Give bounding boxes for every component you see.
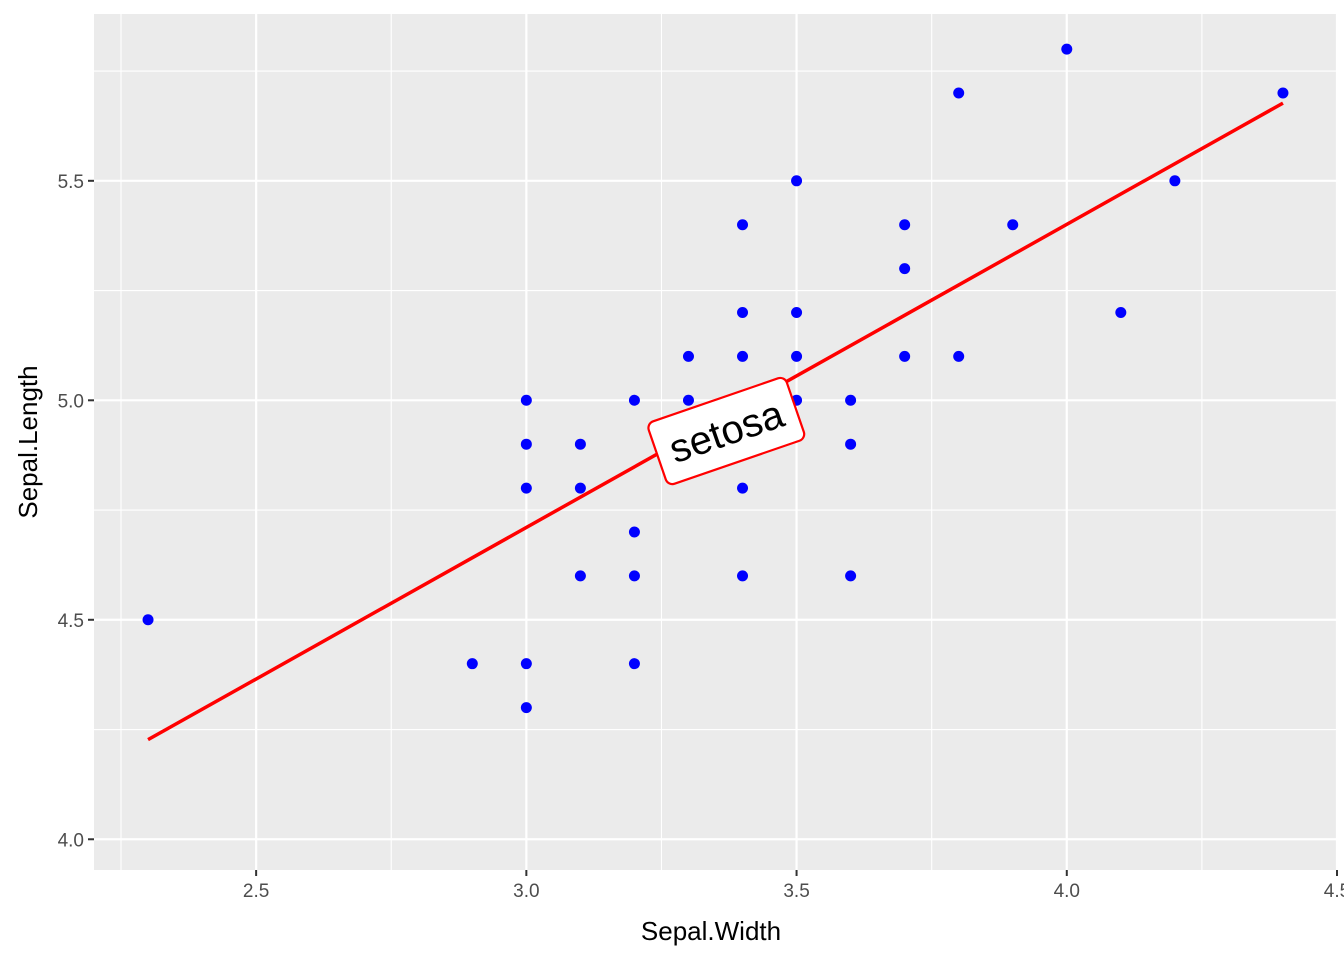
data-point (466, 658, 478, 670)
x-tick-label: 2.5 (243, 881, 269, 902)
data-point (520, 438, 532, 450)
data-point (953, 350, 965, 362)
data-point (1277, 87, 1289, 99)
x-axis-title: Sepal.Width (641, 916, 781, 946)
data-point (1115, 307, 1127, 319)
data-point (520, 394, 532, 406)
data-point (1169, 175, 1181, 187)
x-tick-label: 4.5 (1324, 881, 1344, 902)
data-point (899, 219, 911, 231)
data-point (1061, 43, 1073, 55)
data-point (520, 482, 532, 494)
y-tick-label: 5.5 (58, 172, 84, 193)
y-tick-label: 4.0 (58, 830, 84, 851)
data-point (520, 702, 532, 714)
data-point (791, 175, 803, 187)
data-point (574, 570, 586, 582)
data-point (845, 438, 857, 450)
data-point (682, 350, 694, 362)
data-point (845, 570, 857, 582)
data-point (142, 614, 154, 626)
x-tick-label: 3.5 (783, 881, 809, 902)
data-point (737, 350, 749, 362)
x-tick-label: 4.0 (1054, 881, 1080, 902)
data-point (953, 87, 965, 99)
data-point (791, 350, 803, 362)
data-point (899, 350, 911, 362)
data-point (628, 658, 640, 670)
data-point (628, 526, 640, 538)
data-point (791, 307, 803, 319)
data-point (899, 263, 911, 275)
data-point (628, 570, 640, 582)
data-point (574, 438, 586, 450)
data-point (737, 219, 749, 231)
y-axis-title: Sepal.Length (13, 365, 43, 518)
axes-layer: 2.5 3.0 3.5 4.0 4.5 4.0 4.5 5.0 5.5 (58, 172, 1344, 902)
data-point (682, 394, 694, 406)
data-point (845, 394, 857, 406)
major-gridlines (94, 14, 1339, 870)
data-point (520, 658, 532, 670)
data-point (737, 307, 749, 319)
data-point (1007, 219, 1019, 231)
data-point (737, 570, 749, 582)
data-point (628, 394, 640, 406)
annotation-box (647, 376, 806, 486)
y-tick-label: 4.5 (58, 611, 84, 632)
data-point (574, 482, 586, 494)
data-point (737, 482, 749, 494)
points-layer (142, 43, 1289, 714)
y-tick-label: 5.0 (58, 391, 84, 412)
x-tick-label: 3.0 (513, 881, 539, 902)
